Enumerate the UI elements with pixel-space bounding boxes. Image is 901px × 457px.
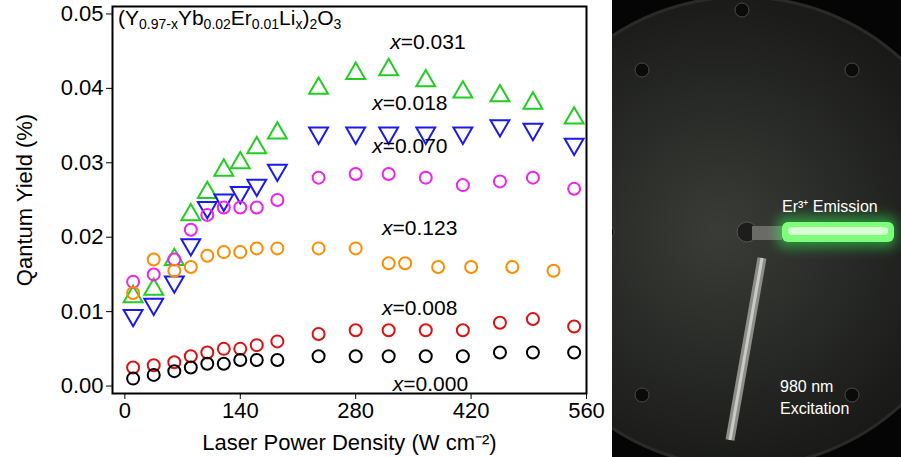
svg-text:140: 140 xyxy=(222,398,259,423)
svg-text:0.05: 0.05 xyxy=(61,1,104,26)
svg-text:560: 560 xyxy=(568,398,605,423)
svg-text:Er³⁺ Emission: Er³⁺ Emission xyxy=(782,198,878,215)
svg-text:420: 420 xyxy=(453,398,490,423)
svg-text:0.02: 0.02 xyxy=(61,224,104,249)
svg-text:0.00: 0.00 xyxy=(61,373,104,398)
svg-text:0: 0 xyxy=(119,398,131,423)
svg-text:Qantum Yield (%): Qantum Yield (%) xyxy=(12,114,37,286)
svg-text:980 nmExcitation: 980 nmExcitation xyxy=(780,378,849,417)
svg-text:x=0.123: x=0.123 xyxy=(381,216,457,239)
svg-text:x=0.018: x=0.018 xyxy=(371,91,447,114)
svg-text:x=0.008: x=0.008 xyxy=(381,296,457,319)
svg-text:x=0.000: x=0.000 xyxy=(392,372,468,395)
svg-text:0.01: 0.01 xyxy=(61,299,104,324)
svg-text:0.04: 0.04 xyxy=(61,75,104,100)
svg-text:0.03: 0.03 xyxy=(61,150,104,175)
svg-text:280: 280 xyxy=(337,398,374,423)
svg-text:Laser Power Density (W cm⁻²): Laser Power Density (W cm⁻²) xyxy=(202,430,496,455)
html-text:(Y0.97-xYb0.02Er0.01Lix)2O3: (Y0.97-xYb0.02Er0.01Lix)2O3 xyxy=(118,6,342,32)
svg-text:x=0.070: x=0.070 xyxy=(371,134,447,157)
svg-text:x=0.031: x=0.031 xyxy=(389,30,465,53)
